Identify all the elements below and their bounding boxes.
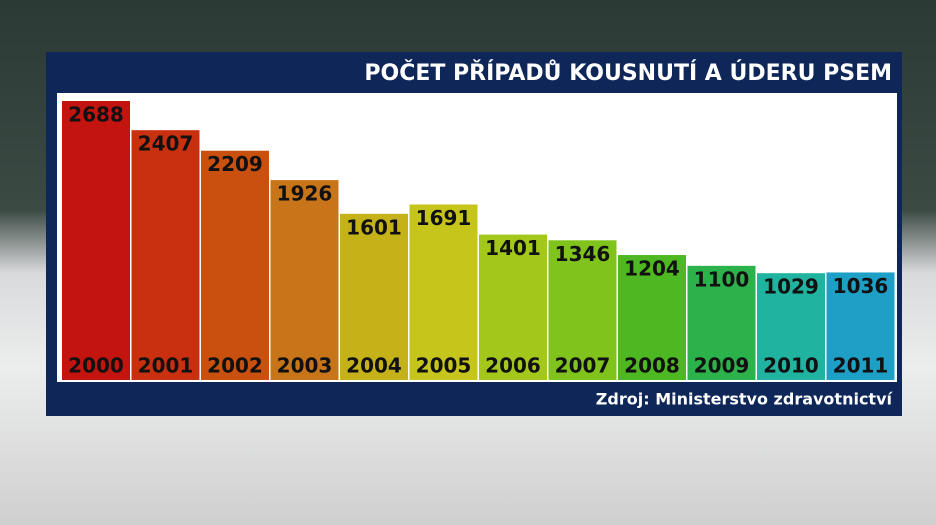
x-tick-label: 2010	[763, 354, 819, 378]
bar	[757, 273, 825, 380]
x-tick-label: 2000	[68, 354, 124, 378]
bar	[479, 234, 547, 380]
x-tick-label: 2009	[694, 354, 750, 378]
value-label: 1691	[416, 206, 472, 230]
value-label: 2407	[138, 132, 194, 156]
x-tick-label: 2007	[555, 354, 611, 378]
value-label: 1346	[555, 242, 611, 266]
value-label: 1100	[694, 267, 750, 291]
x-tick-label: 2001	[138, 354, 194, 378]
x-tick-label: 2004	[346, 354, 402, 378]
x-tick-label: 2005	[416, 354, 472, 378]
value-label: 1601	[346, 215, 402, 239]
bar	[826, 272, 895, 380]
x-tick-label: 2002	[207, 354, 263, 378]
source-note: Zdroj: Ministerstvo zdravotnictví	[596, 390, 894, 409]
value-label: 2209	[207, 152, 263, 176]
value-label: 1029	[763, 275, 819, 299]
chart-title: POČET PŘÍPADŮ KOUSNUTÍ A ÚDERU PSEM	[364, 60, 892, 86]
value-label: 1036	[833, 274, 889, 298]
x-tick-label: 2003	[277, 354, 333, 378]
value-label: 1204	[624, 257, 680, 281]
x-tick-label: 2011	[833, 354, 889, 378]
x-tick-label: 2008	[624, 354, 680, 378]
value-label: 1926	[277, 182, 333, 206]
bar	[201, 150, 269, 380]
bar	[131, 130, 200, 380]
bar	[548, 240, 617, 380]
bar	[270, 180, 339, 380]
x-tick-label: 2006	[485, 354, 541, 378]
bar	[340, 213, 408, 380]
bar	[687, 265, 756, 380]
bar	[618, 255, 686, 380]
value-label: 1401	[485, 236, 541, 260]
bar	[409, 204, 478, 380]
value-label: 2688	[68, 103, 124, 127]
bar	[62, 101, 130, 380]
